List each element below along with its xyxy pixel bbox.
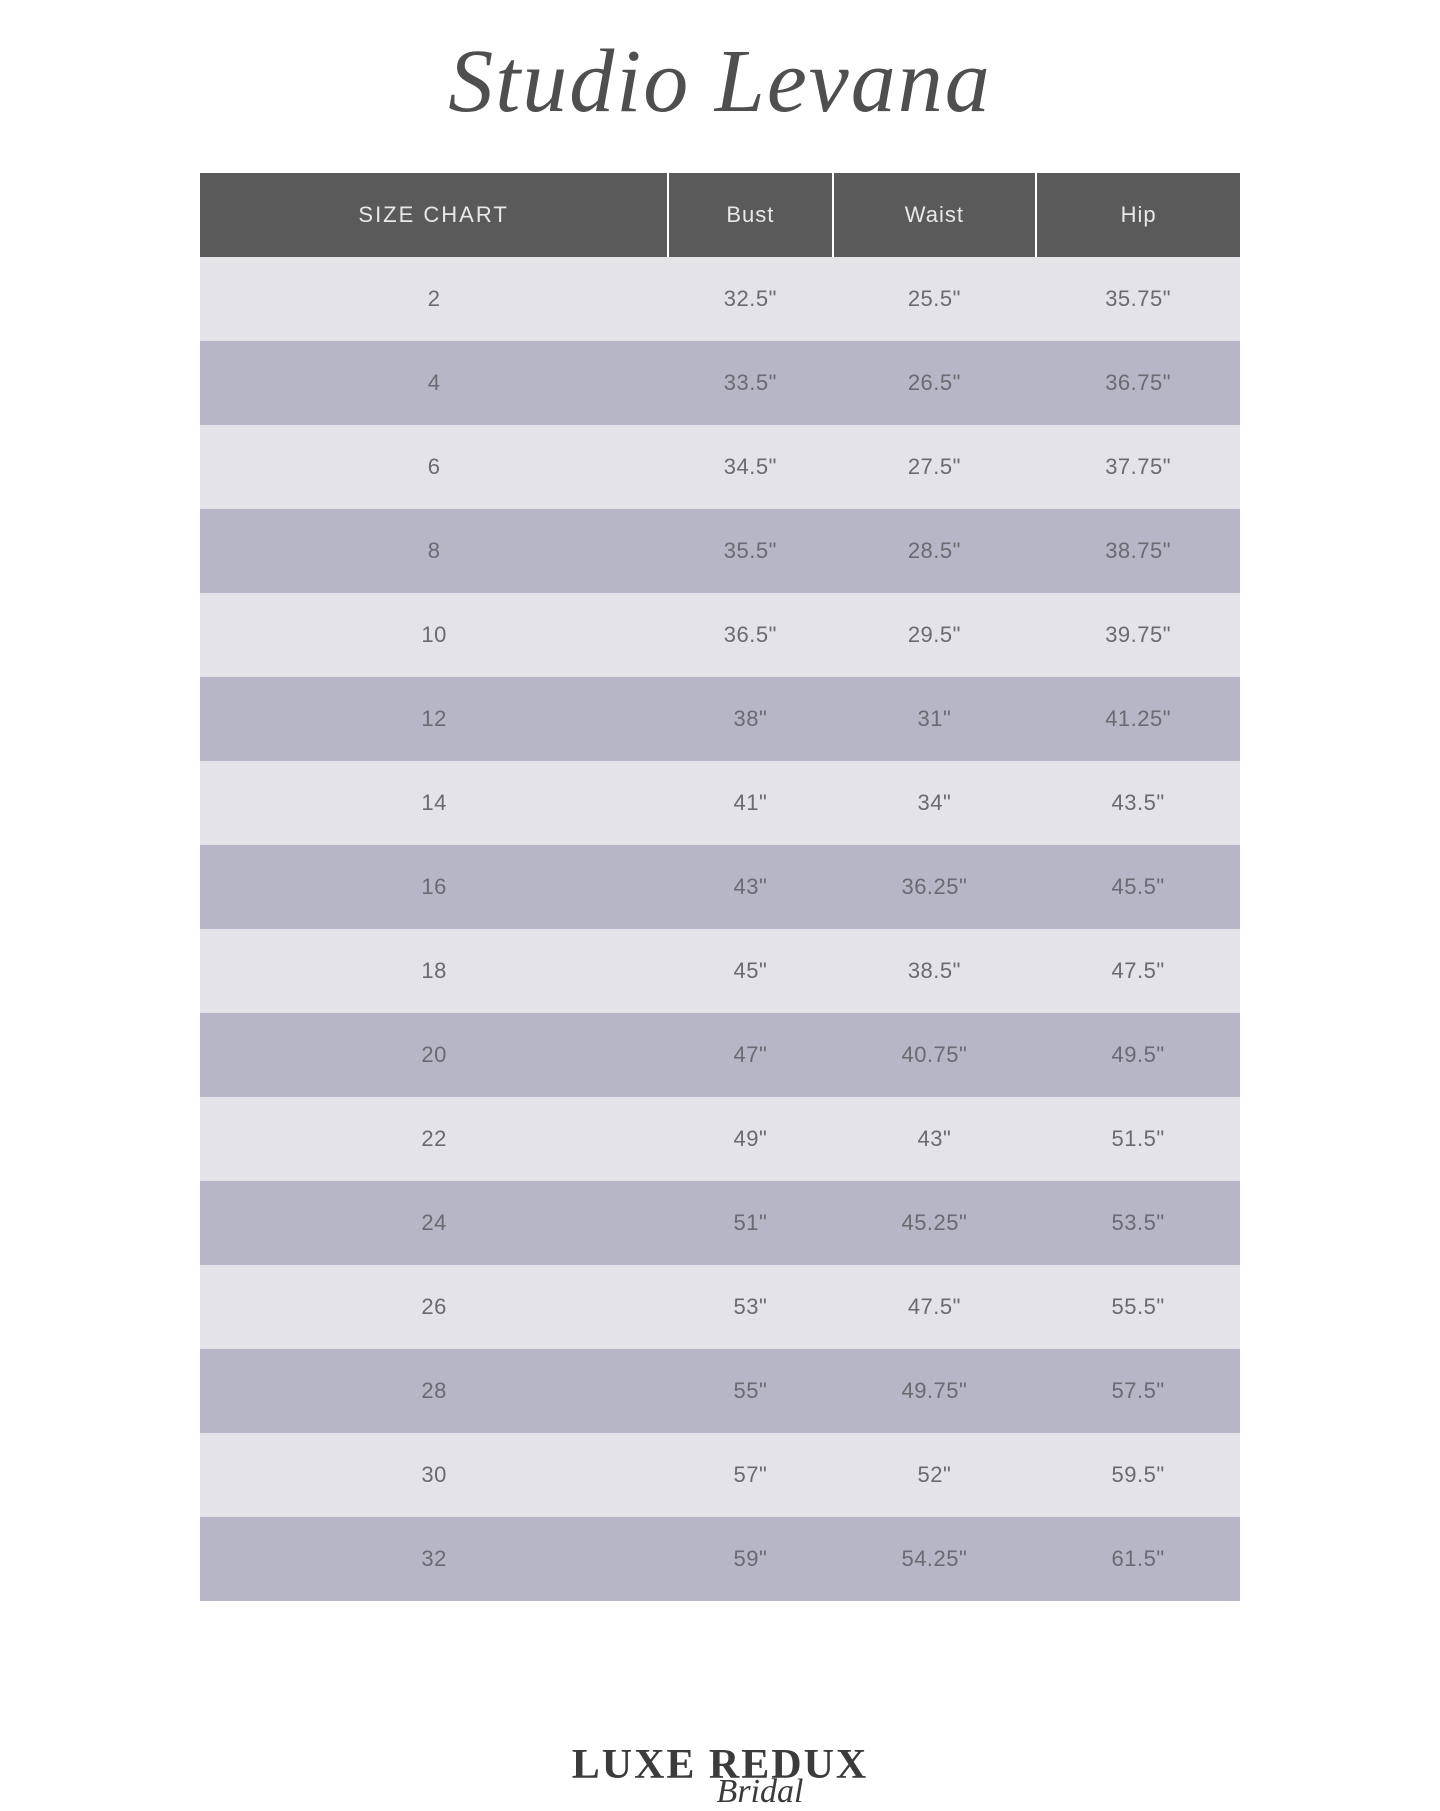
- table-row: 2855"49.75"57.5": [200, 1349, 1240, 1433]
- table-cell: 57.5": [1036, 1349, 1240, 1433]
- col-bust: Bust: [668, 173, 832, 257]
- table-cell: 47.5": [1036, 929, 1240, 1013]
- table-cell: 45.25": [833, 1181, 1037, 1265]
- table-cell: 38.75": [1036, 509, 1240, 593]
- table-cell: 25.5": [833, 257, 1037, 341]
- table-row: 1845"38.5"47.5": [200, 929, 1240, 1013]
- table-cell: 32.5": [668, 257, 832, 341]
- table-cell: 52": [833, 1433, 1037, 1517]
- table-cell: 34": [833, 761, 1037, 845]
- table-cell: 37.75": [1036, 425, 1240, 509]
- table-cell: 12: [200, 677, 668, 761]
- table-cell: 51.5": [1036, 1097, 1240, 1181]
- table-cell: 36.75": [1036, 341, 1240, 425]
- table-cell: 36.5": [668, 593, 832, 677]
- table-row: 1643"36.25"45.5": [200, 845, 1240, 929]
- table-cell: 49.75": [833, 1349, 1037, 1433]
- col-hip: Hip: [1036, 173, 1240, 257]
- table-row: 2047"40.75"49.5": [200, 1013, 1240, 1097]
- col-waist: Waist: [833, 173, 1037, 257]
- table-cell: 41.25": [1036, 677, 1240, 761]
- table-cell: 8: [200, 509, 668, 593]
- table-cell: 27.5": [833, 425, 1037, 509]
- table-cell: 30: [200, 1433, 668, 1517]
- table-row: 2653"47.5"55.5": [200, 1265, 1240, 1349]
- table-row: 835.5"28.5"38.75": [200, 509, 1240, 593]
- table-cell: 18: [200, 929, 668, 1013]
- table-cell: 47": [668, 1013, 832, 1097]
- table-cell: 4: [200, 341, 668, 425]
- table-row: 1036.5"29.5"39.75": [200, 593, 1240, 677]
- table-cell: 49": [668, 1097, 832, 1181]
- footer-logo: LUXE REDUX Bridal: [572, 1741, 869, 1811]
- table-cell: 31": [833, 677, 1037, 761]
- table-row: 2451"45.25"53.5": [200, 1181, 1240, 1265]
- table-cell: 22: [200, 1097, 668, 1181]
- table-row: 2249"43"51.5": [200, 1097, 1240, 1181]
- brand-title: Studio Levana: [448, 30, 991, 133]
- table-cell: 33.5": [668, 341, 832, 425]
- table-cell: 55": [668, 1349, 832, 1433]
- table-cell: 20: [200, 1013, 668, 1097]
- size-chart-table: SIZE CHART Bust Waist Hip 232.5"25.5"35.…: [200, 173, 1240, 1601]
- table-cell: 40.75": [833, 1013, 1037, 1097]
- table-cell: 10: [200, 593, 668, 677]
- table-cell: 38": [668, 677, 832, 761]
- table-row: 1238"31"41.25": [200, 677, 1240, 761]
- table-cell: 55.5": [1036, 1265, 1240, 1349]
- table-cell: 14: [200, 761, 668, 845]
- table-row: 3057"52"59.5": [200, 1433, 1240, 1517]
- table-cell: 61.5": [1036, 1517, 1240, 1601]
- table-cell: 53.5": [1036, 1181, 1240, 1265]
- table-row: 1441"34"43.5": [200, 761, 1240, 845]
- table-cell: 24: [200, 1181, 668, 1265]
- table-cell: 39.75": [1036, 593, 1240, 677]
- table-cell: 34.5": [668, 425, 832, 509]
- table-row: 634.5"27.5"37.75": [200, 425, 1240, 509]
- table-cell: 59.5": [1036, 1433, 1240, 1517]
- table-cell: 35.75": [1036, 257, 1240, 341]
- table-cell: 45": [668, 929, 832, 1013]
- table-cell: 47.5": [833, 1265, 1037, 1349]
- table-cell: 2: [200, 257, 668, 341]
- table-row: 232.5"25.5"35.75": [200, 257, 1240, 341]
- table-cell: 43": [668, 845, 832, 929]
- table-cell: 35.5": [668, 509, 832, 593]
- table-cell: 59": [668, 1517, 832, 1601]
- table-header-row: SIZE CHART Bust Waist Hip: [200, 173, 1240, 257]
- table-cell: 16: [200, 845, 668, 929]
- table-cell: 43": [833, 1097, 1037, 1181]
- table-cell: 51": [668, 1181, 832, 1265]
- table-cell: 36.25": [833, 845, 1037, 929]
- table-cell: 41": [668, 761, 832, 845]
- col-size: SIZE CHART: [200, 173, 668, 257]
- table-cell: 28: [200, 1349, 668, 1433]
- table-row: 433.5"26.5"36.75": [200, 341, 1240, 425]
- table-cell: 29.5": [833, 593, 1037, 677]
- table-cell: 26: [200, 1265, 668, 1349]
- table-cell: 6: [200, 425, 668, 509]
- table-cell: 28.5": [833, 509, 1037, 593]
- table-cell: 57": [668, 1433, 832, 1517]
- table-cell: 53": [668, 1265, 832, 1349]
- table-cell: 49.5": [1036, 1013, 1240, 1097]
- table-cell: 26.5": [833, 341, 1037, 425]
- table-row: 3259"54.25"61.5": [200, 1517, 1240, 1601]
- table-cell: 45.5": [1036, 845, 1240, 929]
- table-body: 232.5"25.5"35.75"433.5"26.5"36.75"634.5"…: [200, 257, 1240, 1601]
- table-cell: 43.5": [1036, 761, 1240, 845]
- table-cell: 32: [200, 1517, 668, 1601]
- table-cell: 54.25": [833, 1517, 1037, 1601]
- table-cell: 38.5": [833, 929, 1037, 1013]
